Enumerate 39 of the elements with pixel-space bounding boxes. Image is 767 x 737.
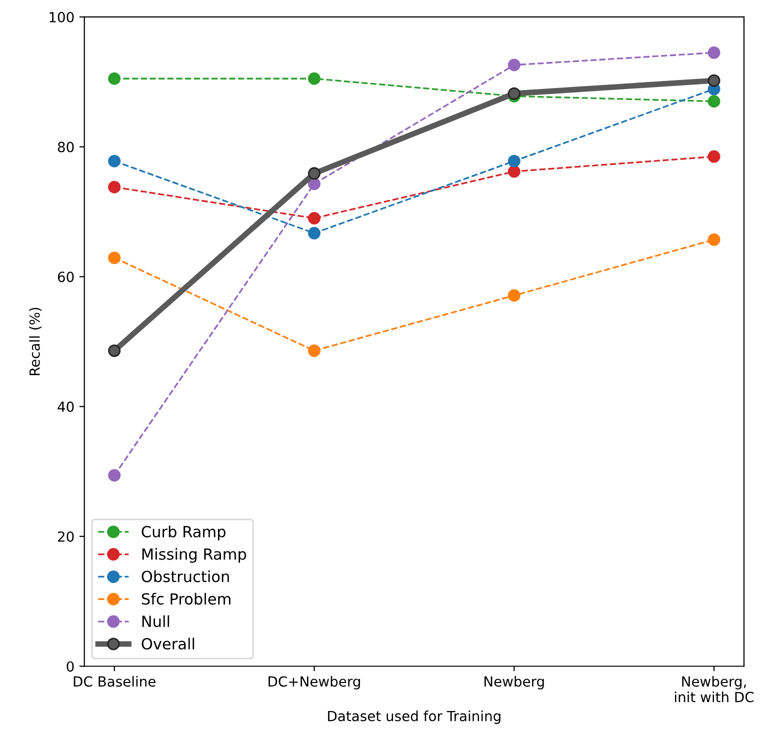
point bbox=[308, 212, 320, 224]
point bbox=[108, 344, 121, 357]
legend-label: Curb Ramp bbox=[142, 526, 226, 540]
point bbox=[108, 154, 121, 168]
y-tick-label: 20 bbox=[58, 531, 74, 542]
point bbox=[108, 469, 121, 482]
y-tick-label: 80 bbox=[58, 142, 74, 152]
y-tick-label: 0 bbox=[66, 661, 74, 672]
x-tick-label: Newberg bbox=[484, 676, 544, 690]
point bbox=[108, 252, 121, 264]
y-tick-label: 60 bbox=[58, 272, 74, 282]
x-tick-label: Newberg, init with DC bbox=[674, 676, 754, 702]
point bbox=[308, 72, 320, 85]
point bbox=[708, 150, 720, 163]
legend-label: Obstruction bbox=[142, 570, 229, 582]
point bbox=[708, 74, 720, 87]
point bbox=[308, 167, 320, 180]
point bbox=[508, 165, 520, 178]
y-tick-label: 100 bbox=[50, 12, 74, 22]
y-axis-title: Recall (%) bbox=[29, 308, 42, 376]
point bbox=[708, 233, 720, 246]
point bbox=[308, 344, 320, 357]
y-tick-label: 40 bbox=[58, 402, 74, 412]
point bbox=[508, 58, 520, 72]
point bbox=[308, 226, 320, 240]
x-tick-label: DC Baseline bbox=[74, 676, 156, 687]
point bbox=[708, 95, 720, 108]
legend-label: Missing Ramp bbox=[142, 548, 246, 563]
point bbox=[708, 46, 720, 59]
legend-label: Sfc Problem bbox=[142, 592, 230, 605]
point bbox=[508, 154, 520, 168]
legend-label: Overall bbox=[142, 638, 194, 650]
x-tick-label: DC+Newberg bbox=[268, 676, 360, 690]
point bbox=[508, 289, 520, 302]
legend-label: Null bbox=[142, 615, 170, 628]
point bbox=[108, 180, 121, 194]
point bbox=[108, 72, 121, 85]
point bbox=[508, 87, 520, 100]
x-axis-title: Dataset used for Training bbox=[328, 710, 500, 724]
